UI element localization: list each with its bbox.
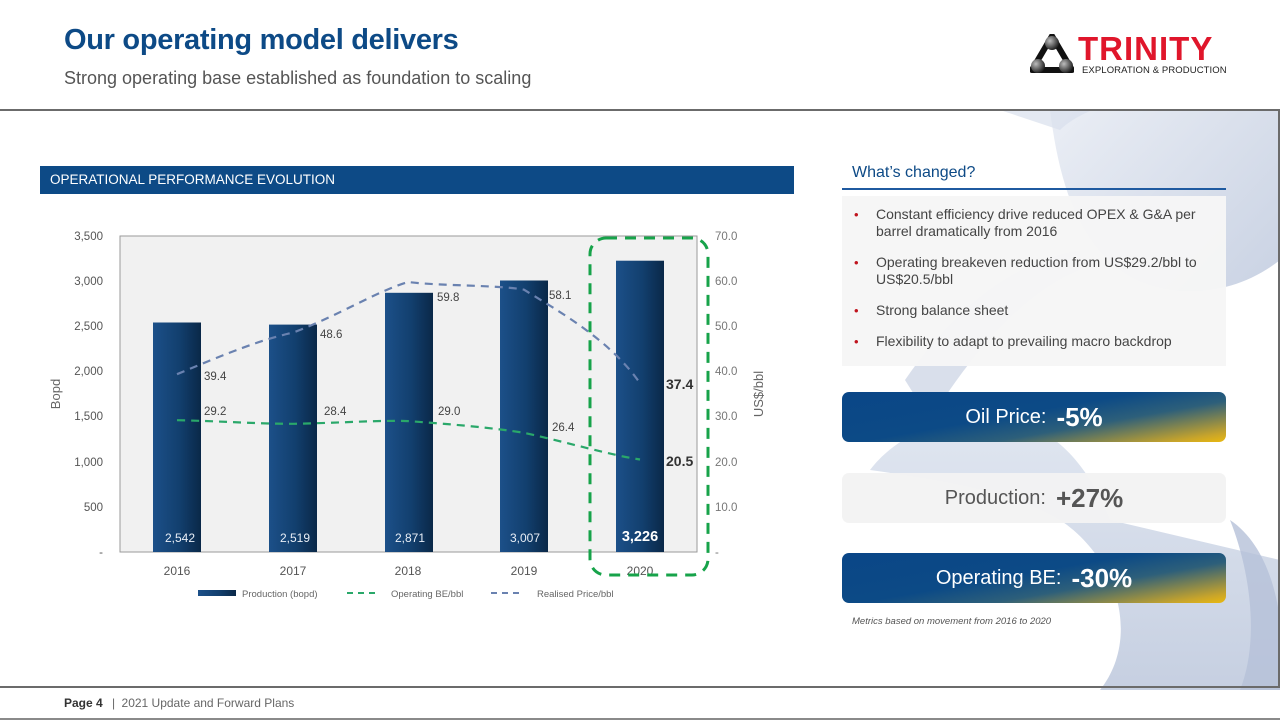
list-item: • Constant efficiency drive reduced OPEX…	[852, 206, 1218, 240]
metric-label: Oil Price:	[965, 405, 1047, 428]
logo-wordmark: TRINITY	[1078, 30, 1214, 67]
y-right-tick: 70.0	[715, 231, 737, 243]
y-right-tick: 20.0	[715, 457, 737, 469]
list-item: • Flexibility to adapt to prevailing mac…	[852, 333, 1218, 350]
y-tick: 500	[84, 502, 103, 514]
page-subtitle: Strong operating base established as fou…	[64, 68, 532, 88]
x-tick: 2017	[280, 564, 307, 578]
y-right-tick: -	[715, 547, 719, 559]
price-label: 48.6	[320, 329, 342, 341]
x-tick: 2016	[164, 564, 191, 578]
be-label: 29.0	[438, 406, 460, 418]
y-right-tick: 60.0	[715, 276, 737, 288]
slide-header: Our operating model delivers Strong oper…	[0, 0, 1280, 110]
price-label: 39.4	[204, 371, 227, 383]
price-label: 59.8	[437, 292, 459, 304]
bar-label: 3,226	[622, 529, 658, 545]
price-labels: 39.4 48.6 59.8 58.1 37.4	[204, 290, 693, 392]
bullet-icon: •	[854, 255, 859, 270]
page-number: Page 4	[64, 696, 103, 710]
y-right-tick: 40.0	[715, 366, 737, 378]
list-item: • Operating breakeven reduction from US$…	[852, 254, 1218, 288]
metric-operating-be: Operating BE: -30%	[842, 553, 1226, 603]
bar-label: 2,519	[280, 531, 310, 545]
metric-oil-price: Oil Price: -5%	[842, 392, 1226, 442]
bar-value-labels: 2,542 2,519 2,871 3,007 3,226	[165, 529, 658, 545]
bullet-text: Constant efficiency drive reduced OPEX &…	[876, 206, 1196, 239]
y-right-tick: 50.0	[715, 321, 737, 333]
chart-legend: Production (bopd) Operating BE/bbl Reali…	[198, 589, 614, 600]
bar-label: 3,007	[510, 531, 540, 545]
operating-be-line	[176, 419, 641, 461]
x-tick: 2018	[395, 564, 422, 578]
metric-production: Production: +27%	[842, 473, 1226, 523]
realised-price-line	[176, 280, 641, 384]
bar-2017	[269, 324, 317, 552]
operational-performance-chart: - 500 1,000 1,500 2,000 2,500 3,000 3,50…	[48, 231, 766, 600]
trinity-triskelion-icon	[1030, 34, 1074, 73]
production-bars	[153, 260, 664, 552]
be-label: 28.4	[324, 406, 347, 418]
price-label: 58.1	[549, 290, 571, 302]
y-axis-label: Bopd	[48, 379, 63, 409]
company-logo: TRINITY EXPLORATION & PRODUCTION	[1030, 32, 1230, 78]
bullet-text: Strong balance sheet	[876, 302, 1009, 318]
header-divider	[0, 109, 1280, 111]
metric-label: Operating BE:	[935, 566, 1062, 589]
y-right-tick: 30.0	[715, 411, 737, 423]
legend-label-production: Production (bopd)	[242, 589, 318, 600]
price-label: 37.4	[666, 376, 693, 392]
highlight-2020-box	[588, 236, 710, 577]
bar-label: 2,542	[165, 531, 195, 545]
bar-2018	[385, 292, 433, 552]
legend-swatch-production	[198, 590, 236, 596]
be-label: 26.4	[552, 422, 575, 434]
metric-value: -30%	[1071, 562, 1133, 593]
y-tick: -	[99, 547, 103, 559]
left-y-axis: - 500 1,000 1,500 2,000 2,500 3,000 3,50…	[74, 231, 103, 559]
y-tick: 3,500	[74, 231, 103, 243]
y-tick: 2,000	[74, 366, 103, 378]
bar-2020	[616, 260, 664, 552]
x-axis: 2016 2017 2018 2019 2020	[164, 564, 654, 578]
whats-changed-list: • Constant efficiency drive reduced OPEX…	[842, 196, 1226, 366]
legend-label-be: Operating BE/bbl	[391, 589, 463, 600]
whats-changed-divider	[842, 188, 1226, 190]
bullet-icon: •	[854, 303, 859, 318]
right-y-axis: - 10.0 20.0 30.0 40.0 50.0 60.0 70.0	[715, 231, 737, 559]
y-right-axis-label: US$/bbl	[751, 371, 766, 417]
metric-value: +27%	[1055, 482, 1124, 513]
section-title-bar: OPERATIONAL PERFORMANCE EVOLUTION	[40, 166, 794, 194]
footer-separator: |	[112, 696, 116, 710]
y-tick: 1,500	[74, 411, 103, 423]
bullet-icon: •	[854, 207, 859, 222]
be-label: 29.2	[204, 406, 226, 418]
y-tick: 3,000	[74, 276, 103, 288]
bullet-text: Flexibility to adapt to prevailing macro…	[876, 333, 1172, 349]
x-tick: 2019	[511, 564, 538, 578]
metric-label: Production:	[944, 486, 1046, 509]
be-label: 20.5	[666, 453, 693, 469]
bullet-icon: •	[854, 334, 859, 349]
y-right-tick: 10.0	[715, 502, 737, 514]
whats-changed-heading: What’s changed?	[852, 164, 976, 181]
footer-divider	[0, 686, 1280, 688]
slide-footer: Page 4 | 2021 Update and Forward Plans	[64, 696, 294, 710]
legend-label-price: Realised Price/bbl	[537, 589, 614, 600]
y-tick: 1,000	[74, 457, 103, 469]
bar-2016	[153, 322, 201, 552]
metrics-footnote: Metrics based on movement from 2016 to 2…	[852, 616, 1052, 627]
footer-doc-title: 2021 Update and Forward Plans	[121, 696, 295, 710]
footer-bottom-border	[0, 718, 1280, 720]
bar-label: 2,871	[395, 531, 425, 545]
logo-tagline: EXPLORATION & PRODUCTION	[1082, 65, 1227, 76]
page-title: Our operating model delivers	[64, 24, 459, 56]
metric-value: -5%	[1056, 401, 1103, 432]
be-labels: 29.2 28.4 29.0 26.4 20.5	[204, 406, 693, 469]
list-item: • Strong balance sheet	[852, 302, 1218, 319]
y-tick: 2,500	[74, 321, 103, 333]
slide-frame-right	[1278, 110, 1280, 688]
bar-2019	[500, 280, 548, 552]
bullet-text: Operating breakeven reduction from US$29…	[876, 254, 1197, 287]
